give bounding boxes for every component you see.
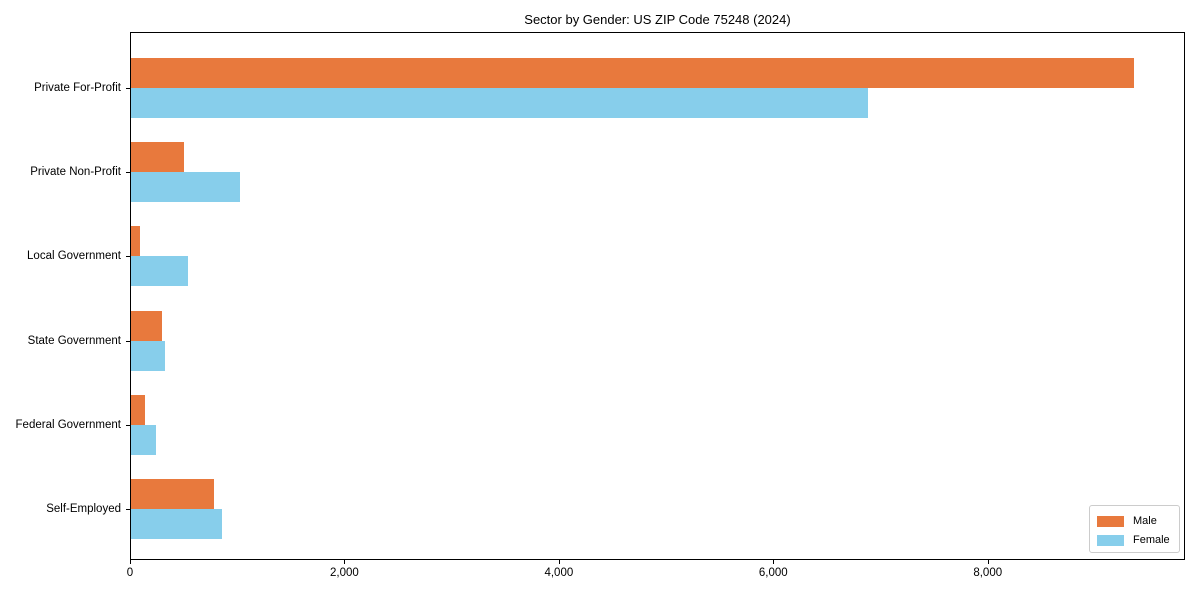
y-tick-label-local-government: Local Government	[27, 250, 121, 263]
bar-female-local-government	[131, 256, 188, 287]
bar-female-private-for-profit	[131, 88, 868, 118]
y-tick-label-private-non-profit: Private Non-Profit	[30, 166, 121, 179]
y-tick-label-federal-government: Federal Government	[15, 418, 121, 431]
bar-male-state-government	[131, 310, 162, 341]
y-tick-label-private-for-profit: Private For-Profit	[34, 82, 121, 94]
bar-female-self-employed	[131, 509, 222, 539]
plot-area	[130, 32, 1185, 560]
x-tick-mark	[987, 560, 989, 564]
x-tick-mark	[558, 560, 560, 564]
y-tick-label-self-employed: Self-Employed	[46, 503, 121, 515]
female-series-swatch	[1097, 535, 1124, 546]
bar-male-federal-government	[131, 394, 145, 425]
x-tick-label-6-000: 6,000	[758, 567, 788, 579]
y-tick-mark	[126, 424, 130, 426]
chart-title: Sector by Gender: US ZIP Code 75248 (202…	[524, 12, 791, 27]
legend-label-female: Female	[1133, 534, 1170, 546]
x-tick-mark	[344, 560, 346, 564]
x-tick-mark	[130, 560, 131, 564]
bar-female-private-non-profit	[131, 172, 240, 203]
y-tick-mark	[126, 88, 130, 89]
bar-male-private-non-profit	[131, 142, 184, 173]
x-tick-mark	[773, 560, 775, 564]
legend-label-male: Male	[1133, 515, 1157, 527]
x-tick-label-4-000: 4,000	[544, 567, 574, 579]
legend-entry-male: Male	[1097, 513, 1179, 530]
x-tick-label-0: 0	[126, 567, 134, 579]
x-axis: 0 2,000 4,000 6,000 8,000	[126, 560, 1185, 590]
male-series-swatch	[1097, 516, 1124, 527]
legend-entry-female: Female	[1097, 532, 1179, 549]
bar-male-self-employed	[131, 479, 214, 509]
bar-male-local-government	[131, 226, 140, 257]
bar-female-state-government	[131, 340, 165, 371]
y-tick-mark	[126, 256, 130, 258]
y-tick-mark	[126, 509, 130, 510]
y-tick-mark	[126, 172, 130, 174]
y-tick-mark	[126, 340, 130, 342]
bar-male-private-for-profit	[131, 58, 1134, 88]
legend: Male Female	[1089, 505, 1180, 553]
x-tick-label-2-000: 2,000	[330, 567, 359, 579]
bar-female-federal-government	[131, 424, 156, 455]
x-tick-label-8-000: 8,000	[973, 567, 1003, 579]
y-tick-label-state-government: State Government	[27, 334, 121, 347]
